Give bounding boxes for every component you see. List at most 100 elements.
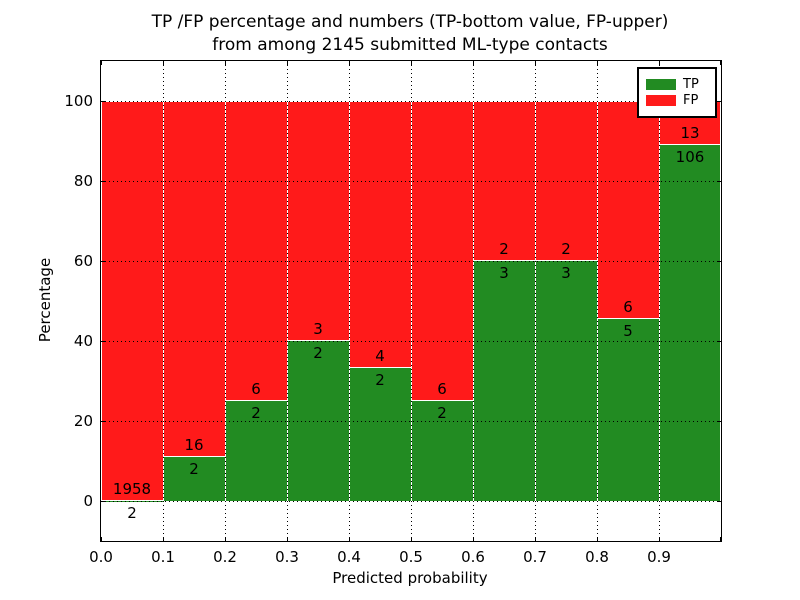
tp-bar-segment bbox=[598, 319, 659, 501]
x-tick-mark-bottom bbox=[225, 537, 226, 541]
tp-bar-segment bbox=[350, 367, 411, 501]
x-tick-mark-bottom bbox=[597, 537, 598, 541]
tp-count-label: 2 bbox=[251, 404, 261, 422]
vertical-gridline bbox=[535, 61, 536, 541]
y-tick-mark-right bbox=[717, 261, 721, 262]
y-tick-mark-right bbox=[717, 341, 721, 342]
fp-legend-swatch bbox=[646, 95, 676, 106]
x-tick-mark-top bbox=[287, 61, 288, 65]
fp-count-label: 1958 bbox=[112, 479, 152, 498]
horizontal-gridline bbox=[101, 261, 721, 262]
x-tick-label: 0.0 bbox=[89, 548, 113, 566]
y-tick-mark-right bbox=[717, 101, 721, 102]
x-tick-label: 0.4 bbox=[337, 548, 361, 566]
y-tick-label: 60 bbox=[73, 252, 93, 270]
fp-bar-segment bbox=[164, 101, 225, 457]
x-tick-mark-bottom bbox=[473, 537, 474, 541]
y-tick-mark-left bbox=[101, 421, 105, 422]
tp-count-label: 2 bbox=[189, 459, 199, 478]
y-tick-mark-left bbox=[101, 501, 105, 502]
y-tick-mark-left bbox=[101, 101, 105, 102]
vertical-gridline bbox=[287, 61, 288, 541]
y-tick-label: 0 bbox=[83, 492, 93, 510]
horizontal-gridline bbox=[101, 421, 721, 422]
y-tick-label: 40 bbox=[73, 332, 93, 350]
tp-bar-segment bbox=[164, 456, 225, 501]
fp-count-label: 2 bbox=[499, 240, 509, 258]
fp-count-label: 2 bbox=[561, 240, 571, 258]
x-tick-label: 0.2 bbox=[213, 548, 237, 566]
tp-count-label: 2 bbox=[127, 503, 137, 522]
vertical-gridline bbox=[411, 61, 412, 541]
y-axis-label: Percentage bbox=[36, 257, 54, 343]
x-tick-label: 0.3 bbox=[275, 548, 299, 566]
y-tick-mark-right bbox=[717, 181, 721, 182]
y-tick-mark-right bbox=[717, 421, 721, 422]
x-tick-mark-bottom bbox=[659, 537, 660, 541]
horizontal-gridline bbox=[101, 101, 721, 102]
x-tick-mark-top bbox=[659, 61, 660, 65]
x-tick-mark-top bbox=[473, 61, 474, 65]
x-tick-mark-bottom bbox=[349, 537, 350, 541]
x-tick-mark-bottom bbox=[535, 537, 536, 541]
stacked-bar bbox=[597, 101, 659, 501]
stacked-bar bbox=[473, 101, 535, 501]
y-tick-label: 20 bbox=[73, 412, 93, 430]
vertical-gridline bbox=[659, 61, 660, 541]
vertical-gridline bbox=[597, 61, 598, 541]
tp-count-label: 2 bbox=[375, 370, 385, 389]
tp-count-label: 3 bbox=[561, 264, 571, 282]
fp-bar-segment bbox=[226, 101, 287, 401]
x-tick-mark-bottom bbox=[287, 537, 288, 541]
y-tick-mark-left bbox=[101, 261, 105, 262]
tp-count-label: 3 bbox=[499, 264, 509, 282]
vertical-gridline bbox=[225, 61, 226, 541]
stacked-bar bbox=[225, 101, 287, 501]
tp-legend-swatch bbox=[646, 79, 676, 90]
fp-count-label: 16 bbox=[184, 435, 204, 454]
fp-count-label: 3 bbox=[313, 320, 323, 338]
legend-entry-fp: FP bbox=[646, 94, 708, 107]
fp-count-label: 6 bbox=[251, 380, 261, 398]
stacked-bar bbox=[411, 101, 473, 501]
fp-bar-segment bbox=[102, 101, 163, 501]
legend: TP FP bbox=[637, 67, 717, 118]
chart-title: TP /FP percentage and numbers (TP-bottom… bbox=[100, 11, 720, 57]
fp-bar-segment bbox=[350, 101, 411, 368]
tp-count-label: 2 bbox=[313, 344, 323, 362]
vertical-gridline bbox=[349, 61, 350, 541]
fp-legend-label: FP bbox=[683, 93, 699, 108]
tp-count-label: 5 bbox=[623, 322, 633, 341]
horizontal-gridline bbox=[101, 341, 721, 342]
x-tick-mark-top bbox=[720, 61, 721, 65]
stacked-bar bbox=[535, 101, 597, 501]
y-tick-label: 80 bbox=[73, 172, 93, 190]
tp-legend-label: TP bbox=[683, 77, 699, 92]
x-tick-mark-bottom bbox=[101, 537, 102, 541]
tp-count-label: 106 bbox=[675, 147, 705, 166]
horizontal-gridline bbox=[101, 501, 721, 502]
vertical-gridline bbox=[473, 61, 474, 541]
chart-title-line1: TP /FP percentage and numbers (TP-bottom… bbox=[151, 12, 669, 32]
x-tick-label: 0.1 bbox=[151, 548, 175, 566]
x-tick-mark-top bbox=[225, 61, 226, 65]
x-tick-mark-top bbox=[349, 61, 350, 65]
tp-bar-segment bbox=[660, 144, 720, 501]
x-tick-label: 0.5 bbox=[399, 548, 423, 566]
tp-bar-segment bbox=[474, 261, 535, 501]
stacked-bar bbox=[349, 101, 411, 501]
x-tick-label: 0.8 bbox=[585, 548, 609, 566]
chart-title-line2: from among 2145 submitted ML-type contac… bbox=[212, 35, 608, 55]
x-tick-label: 0.6 bbox=[461, 548, 485, 566]
horizontal-gridline bbox=[101, 181, 721, 182]
x-tick-label: 0.9 bbox=[647, 548, 671, 566]
x-tick-mark-top bbox=[597, 61, 598, 65]
legend-entry-tp: TP bbox=[646, 78, 708, 91]
stacked-bar bbox=[101, 101, 163, 501]
y-tick-mark-right bbox=[717, 501, 721, 502]
x-tick-mark-top bbox=[411, 61, 412, 65]
fp-bar-segment bbox=[598, 101, 659, 320]
y-tick-label: 100 bbox=[64, 92, 93, 110]
stacked-bar bbox=[287, 101, 349, 501]
